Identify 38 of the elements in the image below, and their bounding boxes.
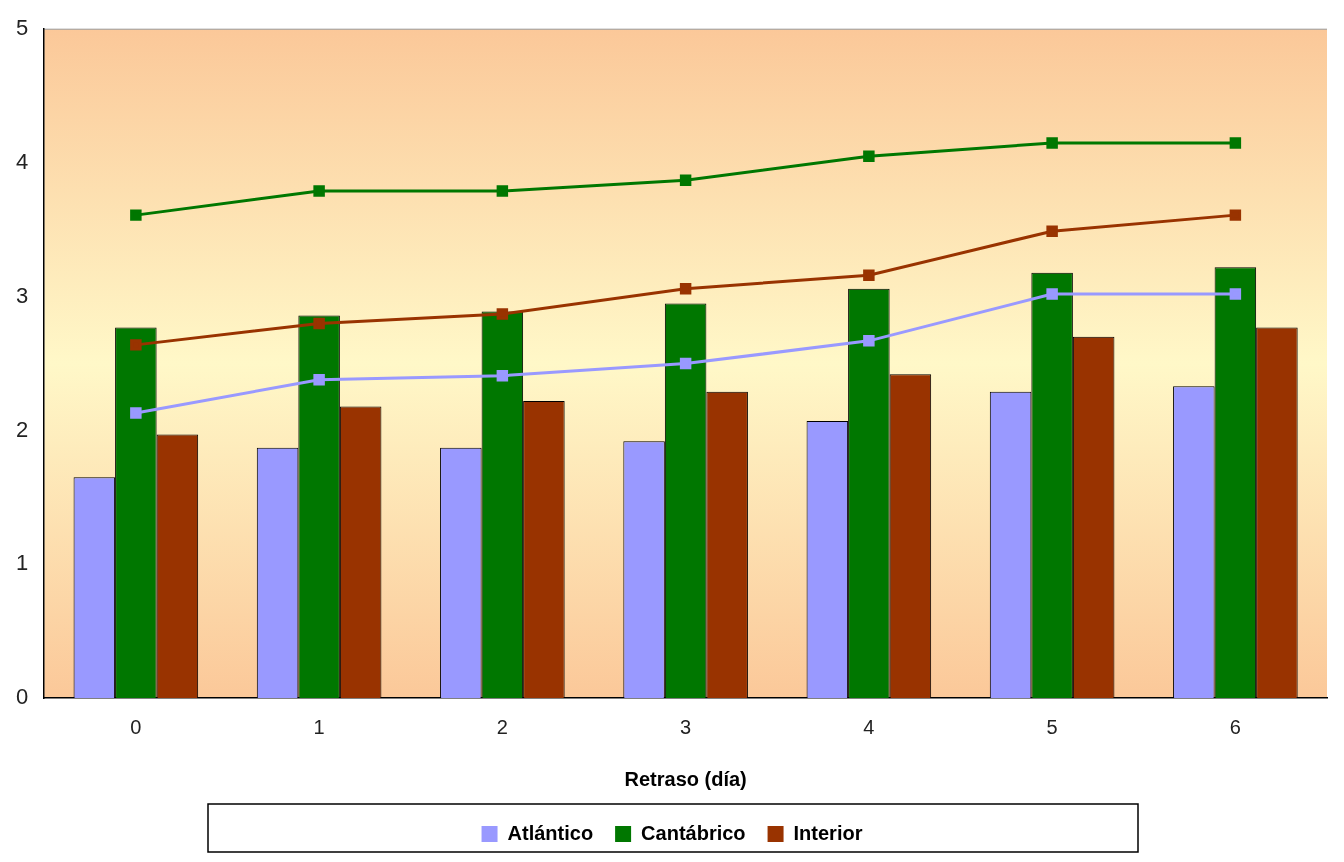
point xyxy=(679,174,692,187)
point xyxy=(679,357,692,370)
x-tick-label: 6 xyxy=(1229,715,1241,738)
x-tick-label: 0 xyxy=(130,715,142,738)
y-tick-label: 5 xyxy=(15,15,29,41)
point xyxy=(1229,137,1242,149)
point xyxy=(130,209,142,221)
point xyxy=(1046,225,1058,237)
x-tick-label: 3 xyxy=(680,715,692,738)
y-tick-label: 2 xyxy=(15,416,29,442)
y-tick-label: 3 xyxy=(15,282,29,308)
y-tick-label: 0 xyxy=(15,684,29,710)
point xyxy=(496,369,509,382)
point xyxy=(130,339,142,351)
point xyxy=(863,335,875,347)
x-axis-title: Retraso (día) xyxy=(624,767,747,790)
point xyxy=(313,185,325,197)
y-tick-label: 4 xyxy=(15,149,29,175)
point xyxy=(130,407,142,419)
legend-label: Atlántico xyxy=(507,821,594,844)
x-tick-label: 4 xyxy=(863,715,875,738)
point xyxy=(863,150,875,163)
legend-label: Cantábrico xyxy=(641,821,746,844)
y-tick-label: 1 xyxy=(15,550,29,576)
point xyxy=(496,308,509,320)
point xyxy=(863,269,875,282)
point xyxy=(496,185,509,197)
point xyxy=(313,317,325,330)
legend-label: Interior xyxy=(793,821,863,844)
point xyxy=(1229,288,1242,300)
point xyxy=(679,282,692,295)
point xyxy=(313,373,325,386)
point xyxy=(1046,288,1058,300)
x-tick-label: 1 xyxy=(313,715,325,738)
point xyxy=(1046,137,1058,149)
x-tick-label: 5 xyxy=(1046,715,1058,738)
x-tick-label: 2 xyxy=(496,715,508,738)
point xyxy=(1229,209,1242,221)
